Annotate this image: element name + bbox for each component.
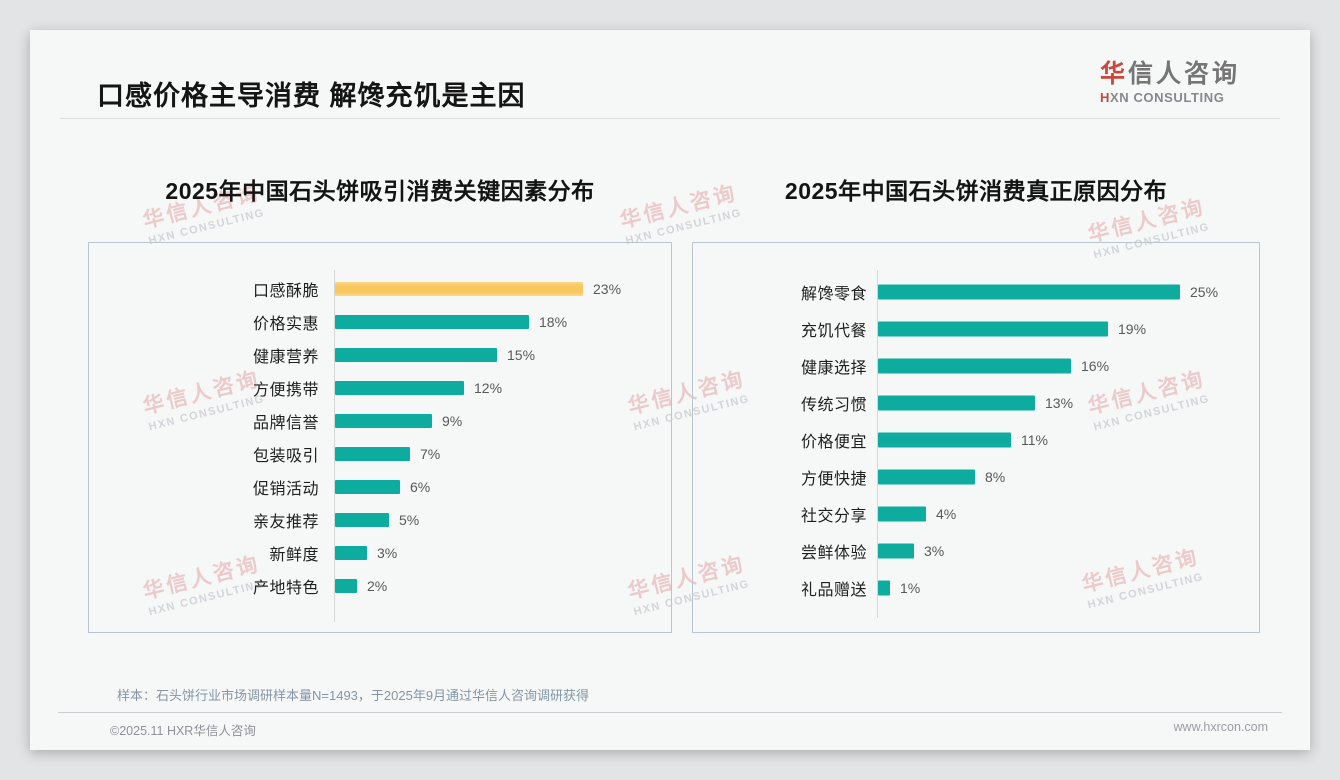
chart-row: 方便快捷 8% bbox=[693, 458, 1259, 495]
value-label: 19% bbox=[1118, 320, 1147, 337]
chart-row: 包装吸引 7% bbox=[89, 437, 671, 470]
company-logo: 华信人咨询 HXN CONSULTING bbox=[1100, 54, 1240, 105]
bar bbox=[878, 580, 890, 595]
value-label: 7% bbox=[420, 445, 441, 462]
right-chart-panel: 解馋零食 25% 充饥代餐 19% 健康选择 16% 传统习惯 13% 价格便宜 11% 方便快捷 8… bbox=[692, 242, 1260, 633]
bar bbox=[335, 281, 583, 296]
category-label: 充饥代餐 bbox=[800, 322, 867, 340]
category-label: 促销活动 bbox=[252, 480, 319, 498]
chart-row: 充饥代餐 19% bbox=[693, 310, 1259, 347]
chart-row: 价格实惠 18% bbox=[89, 305, 671, 338]
bar bbox=[335, 545, 367, 560]
category-label: 产地特色 bbox=[252, 579, 319, 597]
bar bbox=[335, 512, 389, 527]
value-label: 25% bbox=[1190, 283, 1219, 300]
value-label: 23% bbox=[593, 280, 622, 297]
category-label: 口感酥脆 bbox=[252, 282, 319, 300]
category-label: 亲友推荐 bbox=[252, 513, 319, 531]
category-label: 传统习惯 bbox=[800, 396, 867, 414]
chart-row: 健康选择 16% bbox=[693, 347, 1259, 384]
logo-english-text: HXN CONSULTING bbox=[1099, 90, 1225, 105]
bar bbox=[878, 543, 914, 558]
category-label: 解馋零食 bbox=[800, 285, 867, 303]
category-label: 社交分享 bbox=[800, 507, 867, 525]
value-label: 3% bbox=[924, 542, 945, 559]
chart-row: 方便携带 12% bbox=[89, 371, 671, 404]
category-label: 健康营养 bbox=[252, 348, 319, 366]
value-label: 6% bbox=[410, 478, 431, 495]
bar bbox=[335, 347, 497, 362]
chart-row: 促销活动 6% bbox=[89, 470, 671, 503]
category-label: 价格实惠 bbox=[252, 315, 319, 333]
bar bbox=[878, 506, 926, 521]
bar bbox=[335, 380, 464, 395]
y-axis-line bbox=[877, 270, 878, 618]
value-label: 12% bbox=[474, 379, 503, 396]
category-label: 包装吸引 bbox=[252, 447, 319, 465]
chart-row: 尝鲜体验 3% bbox=[693, 532, 1259, 569]
bar bbox=[335, 446, 410, 461]
footer-divider bbox=[58, 712, 1282, 713]
logo-chinese-text: 华信人咨询 bbox=[1099, 60, 1240, 88]
website-url: www.hxrcon.com bbox=[1173, 720, 1268, 734]
left-chart-panel: 口感酥脆 23% 价格实惠 18% 健康营养 15% 方便携带 12% 品牌信誉 9% 包装吸引 7%… bbox=[88, 242, 672, 633]
value-label: 16% bbox=[1081, 357, 1110, 374]
bar bbox=[878, 358, 1071, 373]
value-label: 13% bbox=[1045, 394, 1074, 411]
value-label: 3% bbox=[377, 544, 398, 561]
value-label: 4% bbox=[936, 505, 957, 522]
category-label: 尝鲜体验 bbox=[800, 544, 867, 562]
slide-card: 华信人咨询 HXN CONSULTING 华信人咨询 HXN CONSULTING 华信… bbox=[30, 30, 1310, 750]
value-label: 1% bbox=[900, 579, 921, 596]
chart-row: 传统习惯 13% bbox=[693, 384, 1259, 421]
category-label: 方便携带 bbox=[252, 381, 319, 399]
bar bbox=[878, 284, 1180, 299]
value-label: 2% bbox=[367, 577, 388, 594]
bar bbox=[335, 314, 529, 329]
chart-row: 解馋零食 25% bbox=[693, 273, 1259, 310]
chart-row: 社交分享 4% bbox=[693, 495, 1259, 532]
chart-row: 亲友推荐 5% bbox=[89, 503, 671, 536]
value-label: 9% bbox=[442, 412, 463, 429]
right-chart-title: 2025年中国石头饼消费真正原因分布 bbox=[784, 178, 1168, 204]
category-label: 方便快捷 bbox=[800, 470, 867, 488]
chart-row: 品牌信誉 9% bbox=[89, 404, 671, 437]
sample-note: 样本：石头饼行业市场调研样本量N=1493，于2025年9月通过华信人咨询调研获… bbox=[117, 688, 590, 703]
bar bbox=[878, 432, 1011, 447]
bar bbox=[878, 469, 975, 484]
chart-row: 价格便宜 11% bbox=[693, 421, 1259, 458]
category-label: 品牌信誉 bbox=[252, 414, 319, 432]
bar bbox=[878, 395, 1035, 410]
chart-row: 健康营养 15% bbox=[89, 338, 671, 371]
category-label: 礼品赠送 bbox=[800, 581, 867, 599]
chart-row: 礼品赠送 1% bbox=[693, 569, 1259, 606]
value-label: 15% bbox=[507, 346, 536, 363]
footer: ©2025.11 HXR华信人咨询 www.hxrcon.com bbox=[110, 720, 1268, 739]
value-label: 11% bbox=[1021, 431, 1048, 448]
category-label: 价格便宜 bbox=[800, 433, 867, 451]
left-chart-title: 2025年中国石头饼吸引消费关键因素分布 bbox=[165, 178, 595, 204]
chart-row: 产地特色 2% bbox=[89, 569, 671, 602]
bar bbox=[335, 413, 432, 428]
y-axis-line bbox=[334, 270, 335, 622]
value-label: 18% bbox=[539, 313, 568, 330]
value-label: 8% bbox=[985, 468, 1006, 485]
bar bbox=[878, 321, 1108, 336]
category-label: 新鲜度 bbox=[269, 546, 319, 564]
bar bbox=[335, 578, 357, 593]
copyright-text: ©2025.11 HXR华信人咨询 bbox=[110, 724, 256, 738]
bar bbox=[335, 479, 400, 494]
category-label: 健康选择 bbox=[800, 359, 867, 377]
page-title: 口感价格主导消费 解馋充饥是主因 bbox=[97, 81, 526, 111]
header-divider bbox=[60, 118, 1280, 119]
chart-row: 口感酥脆 23% bbox=[89, 272, 671, 305]
value-label: 5% bbox=[399, 511, 420, 528]
chart-row: 新鲜度 3% bbox=[89, 536, 671, 569]
